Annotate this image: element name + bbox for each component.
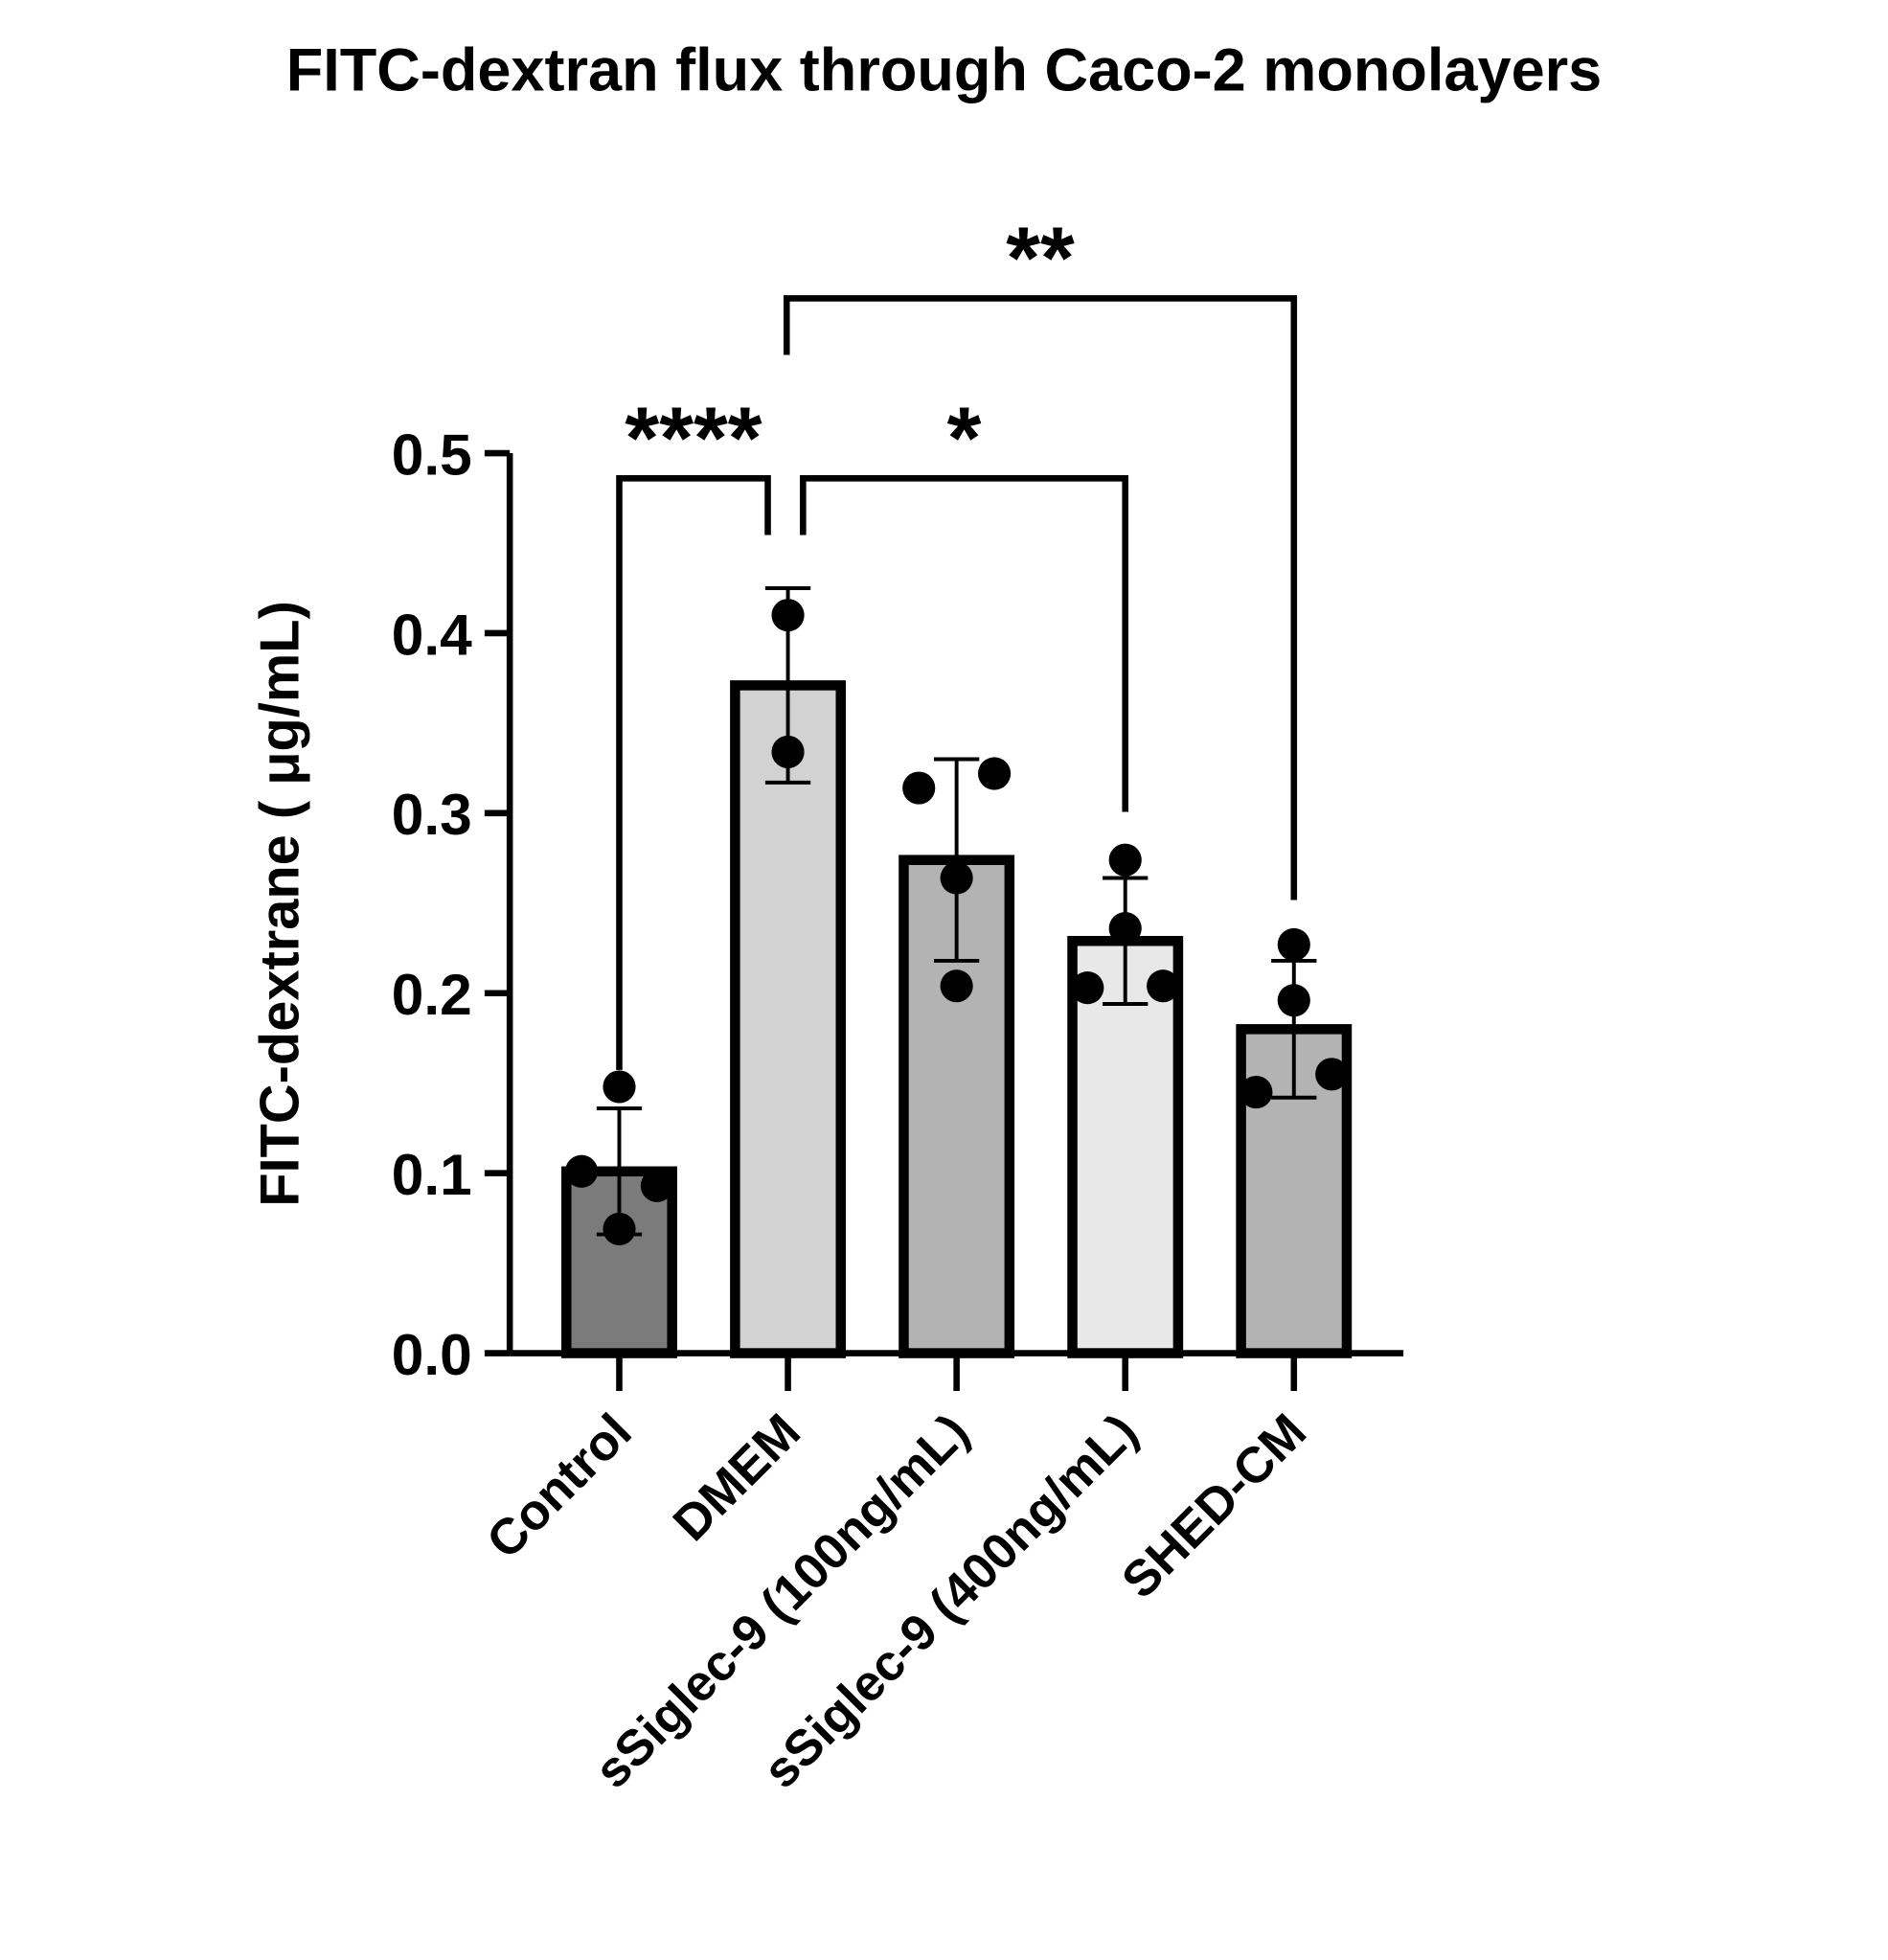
significance-bracket xyxy=(783,295,1298,900)
data-point xyxy=(603,1070,636,1104)
data-point xyxy=(1147,969,1180,1003)
data-point xyxy=(902,771,936,805)
x-tick-label: SHED-CM xyxy=(1111,1403,1317,1609)
bar xyxy=(730,680,847,1358)
y-tick-label: 0.0 xyxy=(392,1322,472,1387)
data-point xyxy=(1277,984,1310,1017)
significance-bracket xyxy=(800,475,1129,812)
significance-label: ** xyxy=(1006,210,1075,308)
y-tick-label: 0.1 xyxy=(392,1142,472,1207)
significance-label: **** xyxy=(625,390,762,488)
data-point xyxy=(977,757,1012,790)
data-point xyxy=(1071,971,1104,1005)
data-point xyxy=(940,969,973,1003)
y-tick-label: 0.3 xyxy=(392,782,472,847)
data-point xyxy=(771,599,805,632)
data-point xyxy=(940,861,973,895)
data-point xyxy=(564,1154,599,1188)
y-tick-label: 0.4 xyxy=(392,602,472,667)
data-point xyxy=(771,735,805,769)
y-axis-label: FITC-dextrane ( μg/mL) xyxy=(249,601,310,1207)
data-point xyxy=(1240,1076,1273,1109)
significance-label: * xyxy=(947,390,982,488)
y-tick-label: 0.2 xyxy=(392,962,472,1027)
x-tick-label: Control xyxy=(476,1403,643,1570)
significance-bracket xyxy=(616,475,771,1070)
y-tick-label: 0.5 xyxy=(392,422,472,487)
data-point xyxy=(1108,843,1142,877)
plot: FITC-dextran flux through Caco-2 monolay… xyxy=(249,37,1602,1800)
data-point xyxy=(1277,927,1310,962)
x-tick-label: DMEM xyxy=(663,1403,811,1552)
data-point xyxy=(1315,1058,1349,1091)
data-point xyxy=(603,1212,636,1245)
chart-title: FITC-dextran flux through Caco-2 monolay… xyxy=(286,37,1603,104)
data-point xyxy=(1108,912,1142,946)
data-point xyxy=(640,1169,673,1202)
